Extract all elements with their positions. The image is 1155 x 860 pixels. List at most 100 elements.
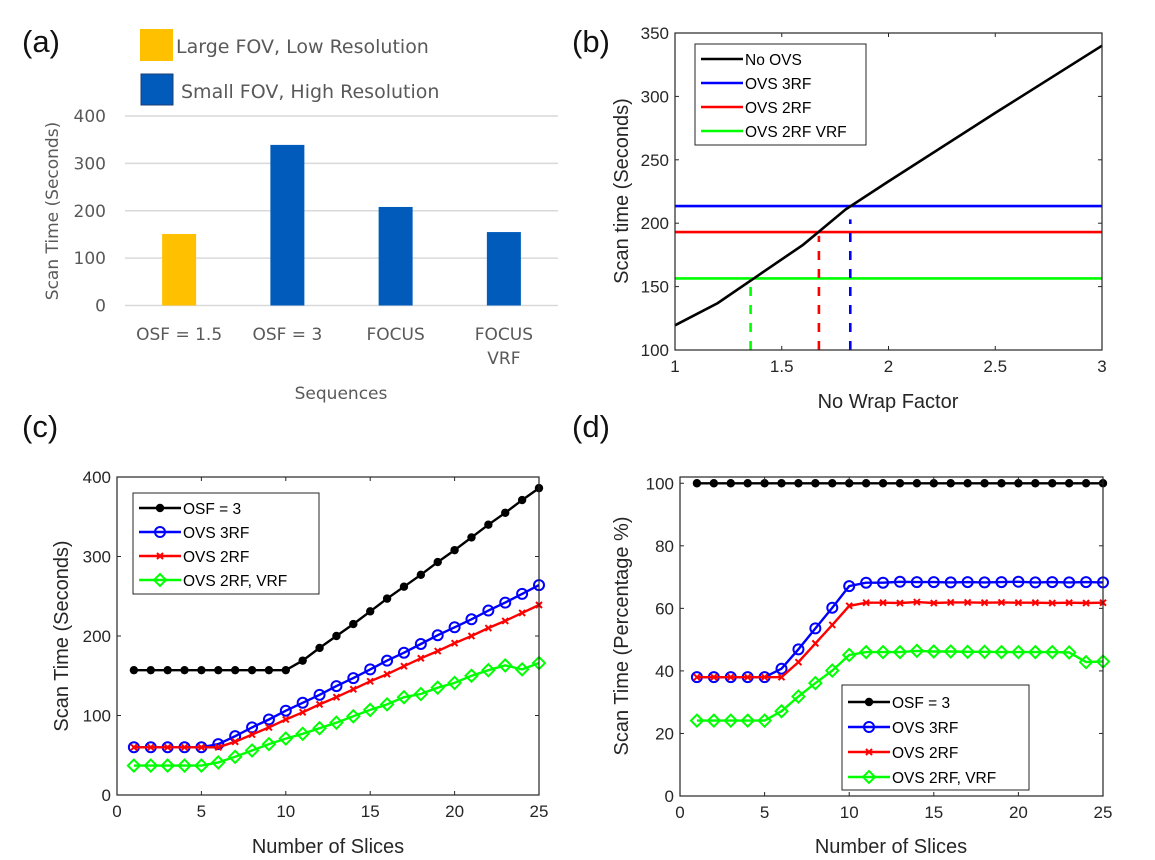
c-data-point <box>214 743 222 752</box>
d-data-point <box>824 663 840 679</box>
c-legend-label: OVS 3RF <box>183 525 249 542</box>
c-data-point <box>143 758 159 773</box>
c-data-point <box>431 629 444 642</box>
d-data-point <box>743 479 752 488</box>
c-data-point <box>482 604 495 617</box>
d-series-line <box>696 580 1104 679</box>
b-legend-label: OVS 2RF <box>745 100 811 117</box>
b-legend-box <box>694 43 867 146</box>
d-data-point <box>909 643 925 659</box>
d-data-point <box>963 598 972 607</box>
d-data-point <box>710 673 718 681</box>
a-y-tick-label: 400 <box>74 107 106 127</box>
c-data-point <box>467 533 476 542</box>
d-legend-label: OSF = 3 <box>892 695 950 712</box>
c-data-point <box>295 726 311 742</box>
b-x-tick-label: 2.5 <box>983 357 1007 376</box>
d-data-point <box>1078 654 1094 670</box>
a-x-tick-labels: OSF = 1.5 OSF = 3 FOCUS FOCUS VRF <box>136 325 533 369</box>
c-y-tick-label: 0 <box>102 786 111 805</box>
d-data-point <box>706 713 722 729</box>
c-data-point <box>366 677 374 686</box>
d-data-point <box>740 713 756 729</box>
d-data-point <box>978 576 991 589</box>
d-data-point <box>843 580 856 593</box>
c-data-point <box>315 643 324 653</box>
c-legend-data-point <box>152 572 168 588</box>
c-data-point <box>298 656 307 665</box>
c-data-point <box>448 621 461 634</box>
d-data-point <box>777 479 786 488</box>
c-data-point <box>434 647 442 655</box>
c-series-line <box>133 661 540 767</box>
c-x-tick-label: 25 <box>530 802 549 821</box>
c-data-point <box>247 665 257 675</box>
d-data-point <box>944 576 957 589</box>
c-data-point <box>383 670 391 678</box>
c-data-point <box>193 758 209 773</box>
c-legend-data-point <box>155 503 165 513</box>
d-data-point <box>1044 644 1060 660</box>
d-axes-box <box>679 476 1104 797</box>
b-x-tick-label: 2 <box>884 357 893 376</box>
c-data-point <box>467 632 476 640</box>
b-legend-label: No OVS <box>745 52 802 69</box>
d-data-point <box>1012 575 1025 588</box>
d-data-point <box>689 713 705 729</box>
d-data-point <box>709 479 719 488</box>
d-y-tick-label: 0 <box>665 787 674 806</box>
d-data-point <box>692 479 702 488</box>
c-data-point <box>329 715 344 731</box>
c-data-point <box>464 668 479 684</box>
d-data-point <box>879 599 887 607</box>
c-data-point <box>160 758 176 773</box>
b-legend-label: OVS 2RF VRF <box>745 124 847 141</box>
d-data-point <box>943 644 959 659</box>
c-data-point <box>281 665 290 675</box>
c-data-point <box>129 665 139 675</box>
b-x-tick-label: 1 <box>670 357 679 376</box>
c-data-point <box>130 743 138 752</box>
d-legend-data-point <box>861 769 877 785</box>
b-y-tick-label: 300 <box>641 87 669 106</box>
c-data-point <box>382 594 392 603</box>
d-data-point <box>1029 576 1042 589</box>
c-data-point <box>248 730 256 739</box>
d-data-point <box>862 599 870 607</box>
c-legend: OSF = 3 OVS 3RF OVS 2RF OVS 2RF, VRF <box>132 492 320 595</box>
d-data-point <box>1063 576 1076 589</box>
d-data-point <box>895 479 905 488</box>
d-data-point <box>726 479 735 488</box>
d-data-point <box>1080 576 1093 589</box>
c-data-point <box>400 662 408 670</box>
d-data-point <box>947 598 955 607</box>
a-x-axis-label: Sequences <box>295 384 388 404</box>
d-data-point <box>1014 479 1023 488</box>
b-x-axis-label: No Wrap Factor <box>818 391 959 413</box>
d-data-point <box>791 689 806 704</box>
b-y-tick-label: 150 <box>641 278 669 297</box>
c-data-point <box>381 654 394 667</box>
c-data-point <box>246 721 259 734</box>
c-data-point <box>447 675 463 691</box>
a-y-tick-label: 300 <box>74 154 106 174</box>
d-data-point <box>858 644 874 660</box>
d-data-point <box>930 599 938 607</box>
d-data-point <box>1048 599 1056 607</box>
b-y-tick-label: 100 <box>641 341 669 360</box>
c-data-point <box>163 743 172 752</box>
c-data-point <box>231 738 239 746</box>
a-bar <box>378 206 413 306</box>
d-data-point <box>1048 479 1057 488</box>
b-y-tick-label: 250 <box>641 151 669 170</box>
c-data-point <box>177 758 192 773</box>
d-x-axis-label: Number of Slices <box>815 836 967 858</box>
d-data-point <box>1010 644 1026 660</box>
chart-a-bar: 0 100 200 300 400 OSF = 1.5 OSF = 3 FOCUS FOCUS… <box>43 29 558 404</box>
d-data-point <box>997 479 1006 488</box>
c-data-point <box>180 743 189 752</box>
b-plot-area <box>674 44 1103 350</box>
c-data-point <box>399 582 409 591</box>
d-data-point <box>1031 599 1040 607</box>
